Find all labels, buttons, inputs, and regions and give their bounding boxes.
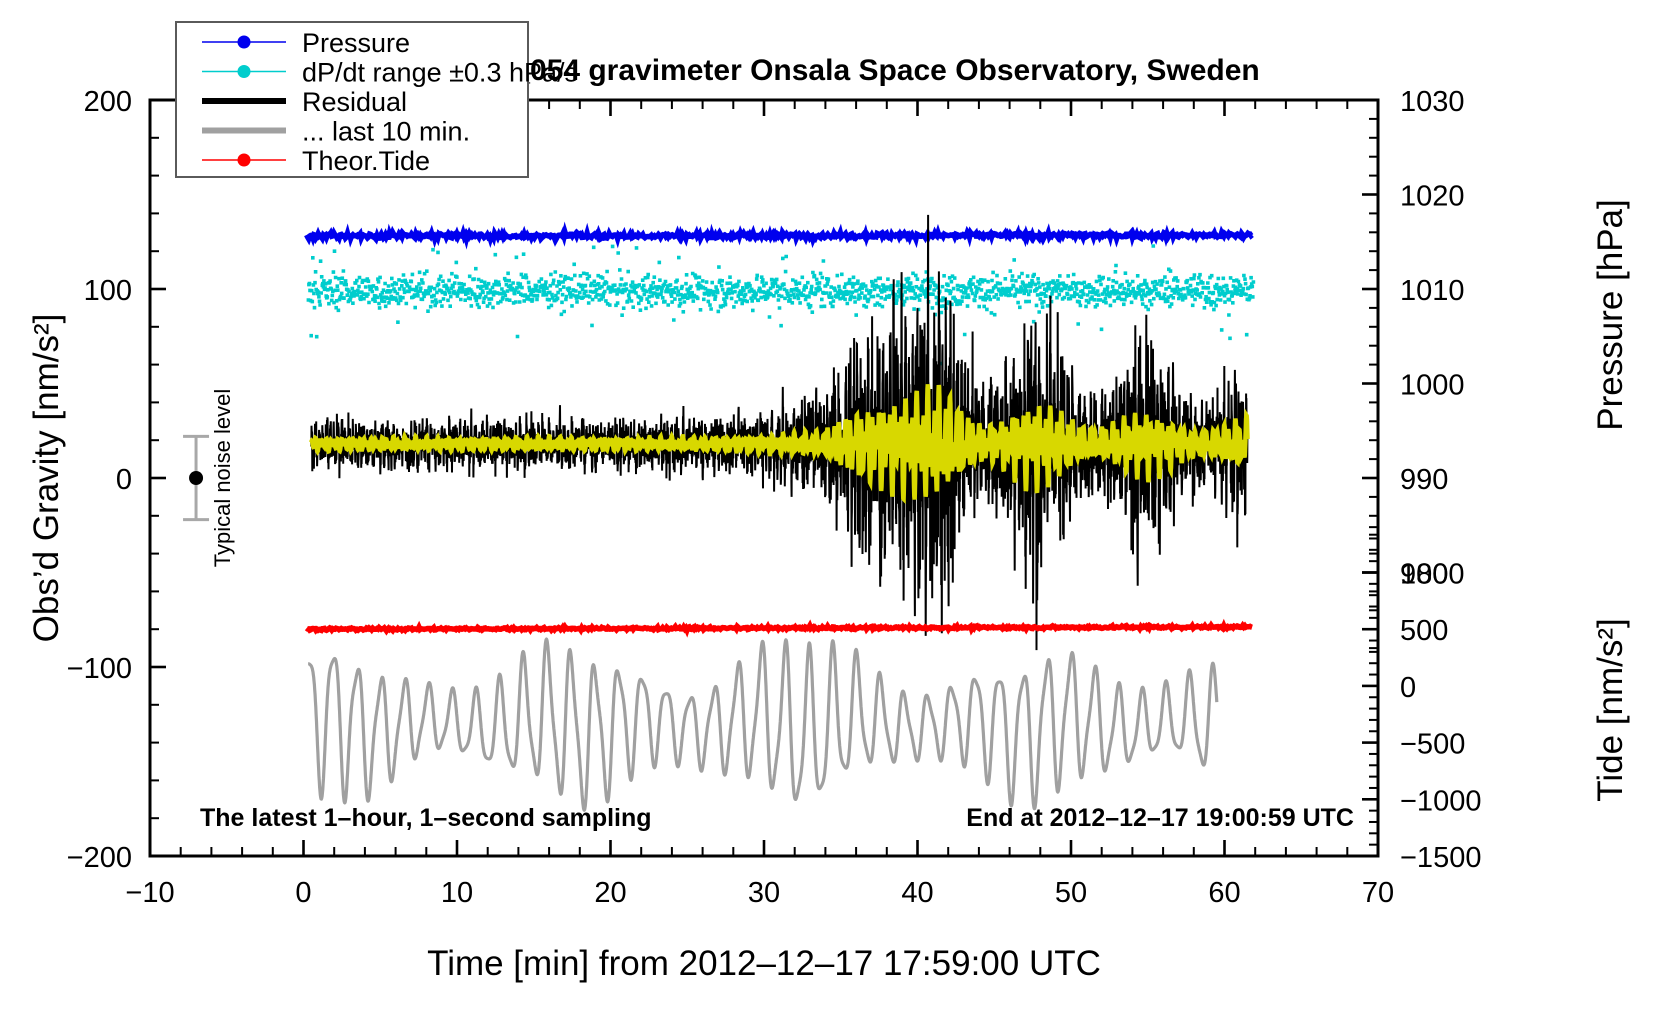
legend-marker	[237, 35, 251, 49]
noise-center-dot	[189, 471, 204, 485]
noise-level-label-text: Typical noise level	[210, 389, 235, 568]
noise-level-indicator: Typical noise level	[183, 389, 235, 568]
y-left-tick-label: 100	[84, 275, 132, 307]
legend-marker	[237, 65, 251, 78]
series-pressure	[304, 221, 1254, 250]
legend-item-pressure[interactable]: Pressure	[202, 28, 410, 58]
y-right-tide-tick-label: −500	[1400, 729, 1465, 761]
legend-marker	[237, 153, 251, 167]
legend-label: ... last 10 min.	[302, 117, 470, 147]
y-right-pressure-tick-label: 980	[1400, 559, 1448, 591]
y-left-tick-label: 200	[84, 86, 132, 118]
y-right-tide-tick-label: −1500	[1400, 842, 1481, 874]
y-right-pressure-tick-label: 1000	[1400, 370, 1465, 402]
x-tick-label: 10	[441, 877, 473, 909]
x-axis-title-text: Time [min] from 2012–12–17 17:59:00 UTC	[427, 944, 1101, 983]
series-theor-tide	[304, 618, 1253, 638]
legend-label: dP/dt range ±0.3 hPa/s	[302, 58, 578, 88]
y-left-tick-label: −200	[67, 842, 132, 874]
x-tick-label: 30	[748, 877, 780, 909]
annotation-bottom-left-text: The latest 1–hour, 1–second sampling	[200, 804, 652, 832]
legend-label: Theor.Tide	[302, 146, 430, 176]
x-tick-label: 40	[901, 877, 933, 909]
series-last-10-min	[306, 637, 1219, 812]
series-residual-filtered	[309, 384, 1250, 505]
x-tick-label: 50	[1055, 877, 1087, 909]
data-series-layer	[304, 214, 1256, 812]
y-left-tick-label: 0	[116, 464, 132, 496]
x-tick-label: −10	[125, 877, 174, 909]
y-right-pressure-tick-label: 1030	[1400, 86, 1465, 118]
legend-label: Residual	[302, 87, 407, 117]
x-tick-label: 60	[1208, 877, 1240, 909]
y-right-pressure-tick-label: 990	[1400, 464, 1448, 496]
legend-item-residual[interactable]: Residual	[202, 87, 407, 117]
y-right-tide-tick-label: −1000	[1400, 785, 1481, 817]
y-right-tide-tick-label: 0	[1400, 672, 1416, 704]
axis-labels-layer: −10 0 10 20 30 40 50 60 702001000−100−2001030102…	[27, 54, 1630, 983]
x-tick-label: 0	[295, 877, 311, 909]
plot-title-text: SCG_054 gravimeter Onsala Space Observat…	[448, 54, 1260, 87]
legend-item-last-10-min[interactable]: ... last 10 min.	[202, 117, 470, 147]
legend-label: Pressure	[302, 28, 410, 58]
y-right-tide-tick-label: 500	[1400, 615, 1448, 647]
y-right-pressure-tick-label: 1010	[1400, 275, 1465, 307]
y-right-tide-title-text: Tide [nm/s²]	[1591, 618, 1630, 801]
legend-item-dp-dt-range-0-3-hpa-s[interactable]: dP/dt range ±0.3 hPa/s	[202, 58, 578, 88]
x-tick-label: 20	[594, 877, 626, 909]
legend-item-theor-tide[interactable]: Theor.Tide	[202, 146, 430, 176]
x-tick-label: 70	[1362, 877, 1394, 909]
y-right-tide-tick-label: 1000	[1400, 559, 1465, 591]
annotation-bottom-right-text: End at 2012–12–17 19:00:59 UTC	[966, 804, 1354, 832]
y-left-tick-label: −100	[67, 653, 132, 685]
y-left-axis-title-text: Obs’d Gravity [nm/s²]	[27, 314, 66, 643]
y-right-pressure-tick-label: 1020	[1400, 181, 1465, 213]
y-right-pressure-title-text: Pressure [hPa]	[1591, 199, 1630, 431]
series-dp-dt-scatter	[306, 244, 1256, 366]
